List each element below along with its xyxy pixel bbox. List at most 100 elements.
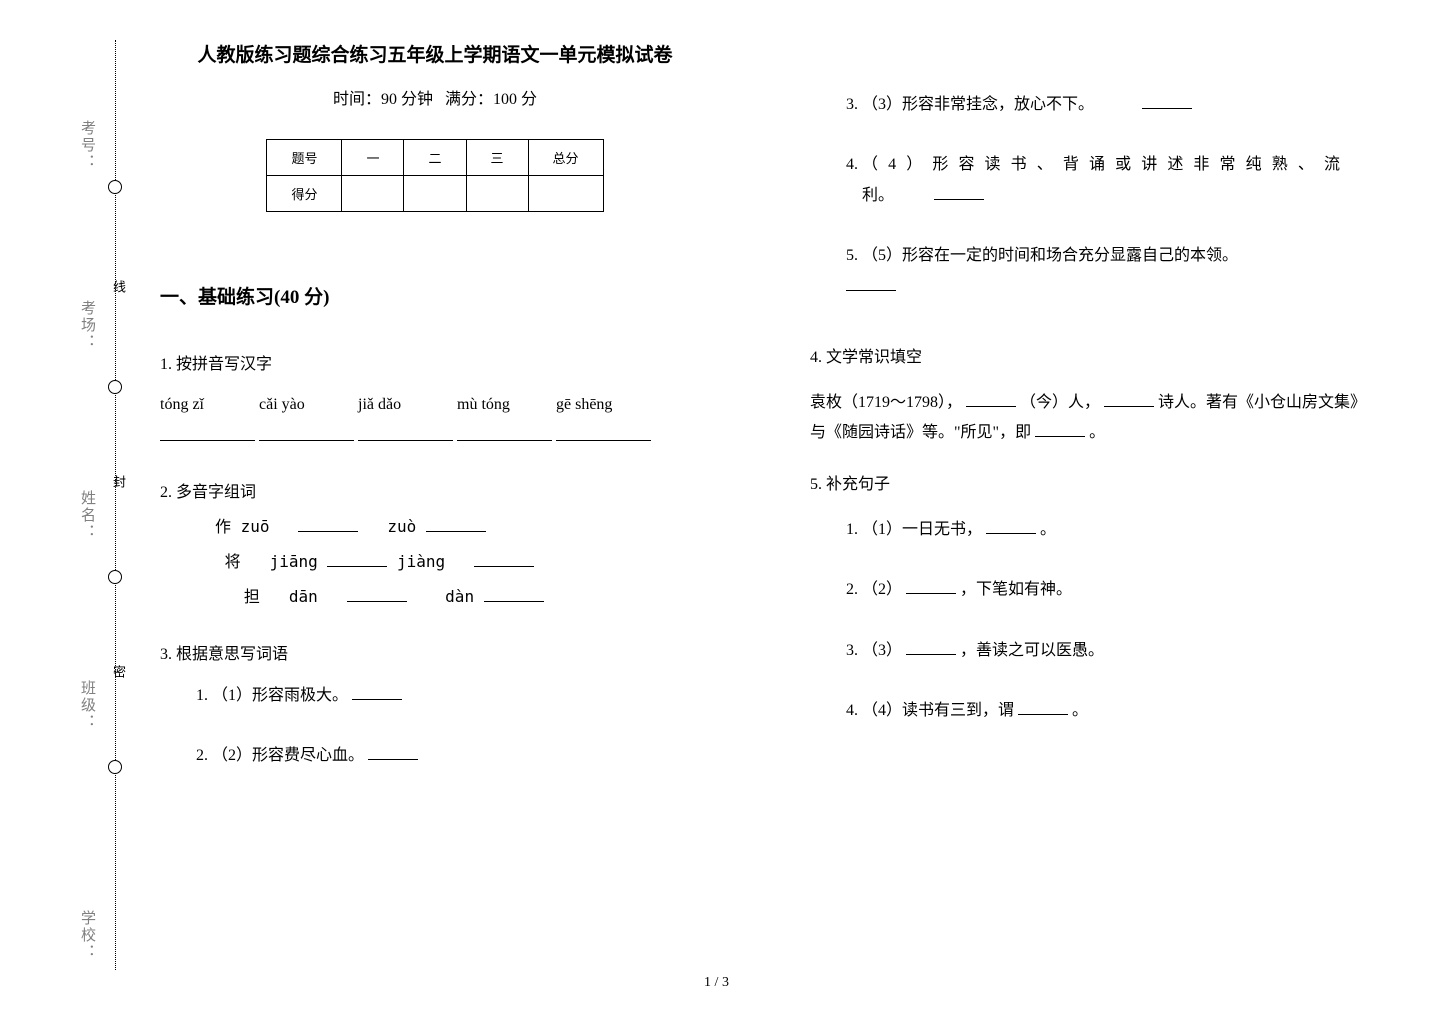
- sub-text: （3）形容非常挂念，放心不下。: [862, 96, 1094, 113]
- answer-blank: [259, 423, 354, 441]
- answer-blank: [298, 514, 358, 532]
- q4-body: 袁枚（1719～1798）， （今）人， 诗人。著有《小仓山房文集》与《随园诗话…: [810, 388, 1360, 449]
- q4-seg1: 袁枚（1719～1798），: [810, 394, 962, 411]
- q-number: 5.: [810, 476, 822, 493]
- binding-label-exam-id: 考号：: [77, 120, 98, 171]
- polyphone-line: 作 zuō zuò: [215, 509, 710, 544]
- sub-num: 1.: [196, 687, 208, 704]
- binding-label-class: 班级：: [77, 680, 98, 731]
- exam-subtitle: 时间：90 分钟 满分：100 分: [160, 85, 710, 109]
- sub-question: 2. （2）形容费尽心血。: [196, 741, 710, 771]
- question-3: 3. 根据意思写词语: [160, 639, 710, 671]
- time-label: 时间：90 分钟: [333, 91, 433, 108]
- answer-blank: [352, 682, 402, 700]
- question-2: 2. 多音字组词 作 zuō zuò 将 jiāng jiàng: [160, 477, 710, 615]
- page-number: 1 / 3: [704, 975, 729, 991]
- binding-edge: 考号： 考场： 姓名： 班级： 学校： 线 封 密: [95, 40, 135, 970]
- question-5: 5. 补充句子: [810, 469, 1360, 501]
- pinyin2: jiàng: [397, 552, 445, 571]
- answer-blank: [368, 742, 418, 760]
- pinyin-row: tóng zǐ cǎi yào jiǎ dǎo mù tóng gē shēng: [160, 389, 710, 421]
- table-col: 三: [466, 140, 528, 176]
- sub-after: 。: [1072, 702, 1088, 719]
- table-col: 一: [342, 140, 404, 176]
- answer-blank: [934, 182, 984, 200]
- answer-blank: [556, 423, 651, 441]
- question-4: 4. 文学常识填空: [810, 342, 1360, 374]
- table-row: 得分: [267, 176, 603, 212]
- pinyin2: zuò: [387, 517, 416, 536]
- answer-blank: [426, 514, 486, 532]
- sub-before: （4）读书有三到，谓: [862, 702, 1014, 719]
- sub-num: 1.: [846, 521, 858, 538]
- section-heading: 一、基础练习(40 分): [160, 282, 710, 309]
- sub-question: 4. （4）读书有三到，谓 。: [846, 696, 1360, 726]
- table-score-label: 得分: [267, 176, 342, 212]
- q4-seg4: 。: [1089, 424, 1105, 441]
- sub-num: 4.: [846, 156, 858, 173]
- pinyin: tóng zǐ: [160, 389, 255, 421]
- answer-blank: [986, 516, 1036, 534]
- answer-blank: [160, 423, 255, 441]
- score-table: 题号 一 二 三 总分 得分: [266, 139, 603, 212]
- pinyin1: dān: [289, 587, 318, 606]
- answer-blank: [358, 423, 453, 441]
- table-row: 题号 一 二 三 总分: [267, 140, 603, 176]
- page-content: 人教版练习题综合练习五年级上学期语文一单元模拟试卷 时间：90 分钟 满分：10…: [160, 40, 1400, 801]
- sub-text-line2: 利。: [862, 187, 894, 204]
- answer-blank: [966, 389, 1016, 407]
- pinyin2: dàn: [445, 587, 474, 606]
- sub-num: 4.: [846, 702, 858, 719]
- sub-question: 3. （3）形容非常挂念，放心不下。: [846, 90, 1360, 120]
- sub-question: 5. （5）形容在一定的时间和场合充分显露自己的本领。: [846, 241, 1360, 302]
- answer-blank: [474, 549, 534, 567]
- sub-before: （3）: [862, 642, 902, 659]
- polyphone-line: 将 jiāng jiàng: [215, 544, 710, 579]
- binding-circle: [108, 380, 122, 394]
- sub-before: （1）一日无书，: [862, 521, 982, 538]
- table-col: 二: [404, 140, 466, 176]
- char: 担: [244, 587, 260, 606]
- pinyin: mù tóng: [457, 389, 552, 421]
- sub-after: ，善读之可以医愚。: [960, 642, 1104, 659]
- char: 作: [215, 517, 231, 536]
- q-text: 根据意思写词语: [176, 646, 288, 663]
- binding-label-school: 学校：: [77, 910, 98, 961]
- answer-blank: [1142, 91, 1192, 109]
- char: 将: [225, 552, 241, 571]
- sub-question: 4. （4）形容读书、背诵或讲述非常纯熟、流 利。: [846, 150, 1360, 211]
- sub-after: 。: [1040, 521, 1056, 538]
- sub-text: （2）形容费尽心血。: [212, 747, 364, 764]
- q-number: 2.: [160, 484, 172, 501]
- binding-circle: [108, 180, 122, 194]
- polyphone-block: 作 zuō zuò 将 jiāng jiàng 担 dān: [215, 509, 710, 615]
- right-column: 3. （3）形容非常挂念，放心不下。 4. （4）形容读书、背诵或讲述非常纯熟、…: [790, 40, 1360, 801]
- pinyin: cǎi yào: [259, 389, 354, 421]
- answer-blank: [347, 584, 407, 602]
- sub-before: （2）: [862, 581, 902, 598]
- sub-text-line1: （4）形容读书、背诵或讲述非常纯熟、流: [862, 150, 1342, 180]
- q-text: 文学常识填空: [826, 349, 922, 366]
- table-header-label: 题号: [267, 140, 342, 176]
- binding-label-room: 考场：: [77, 300, 98, 351]
- sub-text: （1）形容雨极大。: [212, 687, 348, 704]
- answer-blank: [457, 423, 552, 441]
- sub-question: 3. （3） ，善读之可以医愚。: [846, 636, 1360, 666]
- table-cell-empty: [342, 176, 404, 212]
- binding-circle: [108, 570, 122, 584]
- answer-blank: [1035, 419, 1085, 437]
- fullscore-label: 满分：100 分: [445, 91, 537, 108]
- q-text: 多音字组词: [176, 484, 256, 501]
- q-number: 4.: [810, 349, 822, 366]
- question-1: 1. 按拼音写汉字 tóng zǐ cǎi yào jiǎ dǎo mù tón…: [160, 349, 710, 453]
- q-number: 3.: [160, 646, 172, 663]
- answer-blank: [906, 576, 956, 594]
- q4-seg2: （今）人，: [1020, 394, 1100, 411]
- sub-num: 2.: [846, 581, 858, 598]
- answer-blank: [1018, 697, 1068, 715]
- binding-label-name: 姓名：: [77, 490, 98, 541]
- q-number: 1.: [160, 356, 172, 373]
- left-column: 人教版练习题综合练习五年级上学期语文一单元模拟试卷 时间：90 分钟 满分：10…: [160, 40, 730, 801]
- binding-inner-xian: 线: [109, 280, 128, 301]
- sub-question: 1. （1）形容雨极大。: [196, 681, 710, 711]
